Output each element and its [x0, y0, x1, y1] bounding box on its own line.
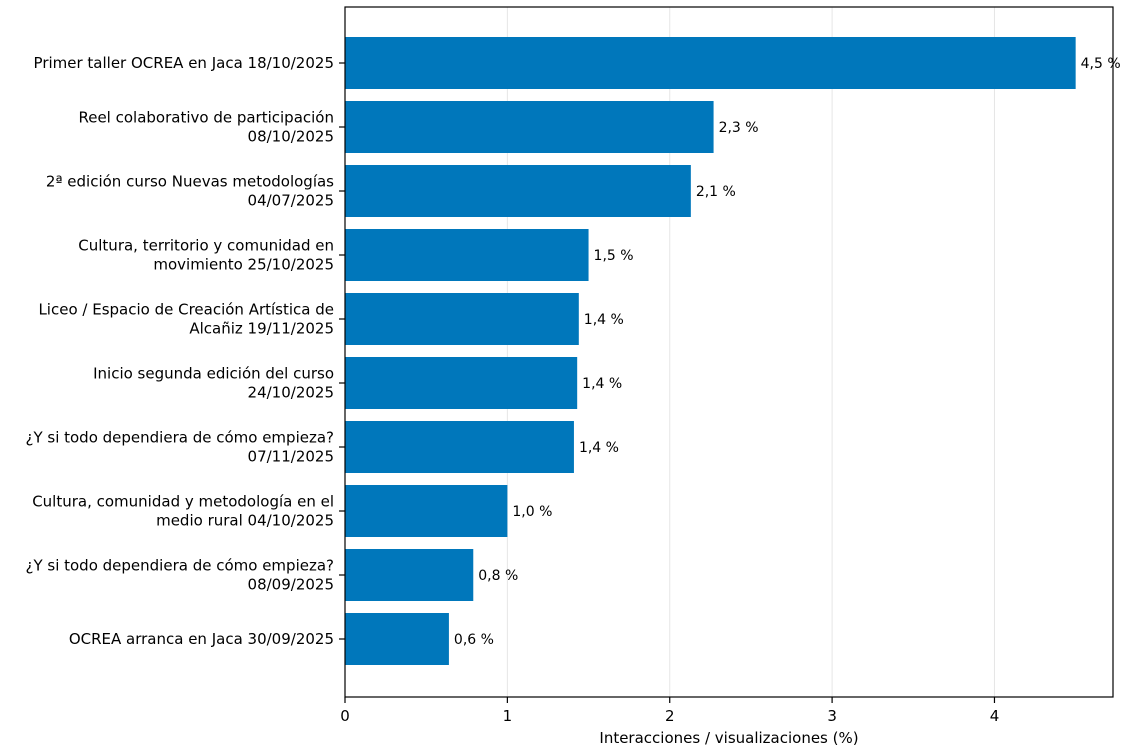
category-label: 08/09/2025: [248, 576, 334, 594]
category-label: ¿Y si todo dependiera de cómo empieza?: [25, 557, 334, 575]
category-label: Alcañiz 19/11/2025: [189, 320, 334, 338]
category-labels: Primer taller OCREA en Jaca 18/10/2025 Re…: [25, 54, 334, 648]
bar: [345, 165, 691, 217]
x-axis-ticks: 0 1 2 3 4: [339, 62, 1000, 725]
category-label: OCREA arranca en Jaca 30/09/2025: [69, 630, 334, 648]
value-label: 2,3 %: [719, 120, 759, 136]
category-label: 07/11/2025: [248, 448, 334, 466]
category-label: ¿Y si todo dependiera de cómo empieza?: [25, 429, 334, 447]
category-label: Liceo / Espacio de Creación Artística de: [38, 301, 334, 319]
value-label: 4,5 %: [1081, 56, 1121, 72]
category-label: 24/10/2025: [248, 384, 334, 402]
category-label: Cultura, territorio y comunidad en: [78, 237, 334, 255]
value-label: 0,6 %: [454, 632, 494, 648]
plot-frame: [344, 6, 1114, 698]
value-label: 1,4 %: [582, 376, 622, 392]
category-label: 04/07/2025: [248, 192, 334, 210]
bar: [345, 293, 579, 345]
bar: [345, 101, 714, 153]
value-label: 0,8 %: [478, 568, 518, 584]
x-tick-label: 4: [990, 707, 1000, 725]
x-tick-label: 1: [503, 707, 513, 725]
value-label: 1,4 %: [584, 312, 624, 328]
value-label: 2,1 %: [696, 184, 736, 200]
category-label: 2ª edición curso Nuevas metodologías: [46, 173, 334, 191]
bar: [345, 37, 1076, 89]
x-tick-label: 2: [665, 707, 675, 725]
category-label: Cultura, comunidad y metodología en el: [32, 493, 334, 511]
x-axis-title: Interacciones / visualizaciones (%): [599, 729, 858, 747]
x-tick-label: 3: [827, 707, 837, 725]
value-label: 1,4 %: [579, 440, 619, 456]
x-tick-label: 0: [340, 707, 350, 725]
bar: [345, 229, 589, 281]
value-labels: 4,5 % 2,3 % 2,1 % 1,5 % 1,4 % 1,4 % 1,4 % 1,0 %…: [454, 56, 1121, 648]
bar: [345, 357, 578, 409]
category-label: 08/10/2025: [248, 128, 334, 146]
category-label: Inicio segunda edición del curso: [93, 365, 334, 383]
bar: [345, 549, 474, 601]
bar: [345, 421, 574, 473]
category-label: movimiento 25/10/2025: [153, 256, 334, 274]
category-label: Reel colaborativo de participación: [78, 109, 334, 127]
value-label: 1,0 %: [512, 504, 552, 520]
value-label: 1,5 %: [594, 248, 634, 264]
category-label: medio rural 04/10/2025: [156, 512, 334, 530]
bar: [345, 613, 449, 665]
bars: [345, 37, 1076, 665]
bar: [345, 485, 508, 537]
category-label: Primer taller OCREA en Jaca 18/10/2025: [34, 54, 334, 72]
